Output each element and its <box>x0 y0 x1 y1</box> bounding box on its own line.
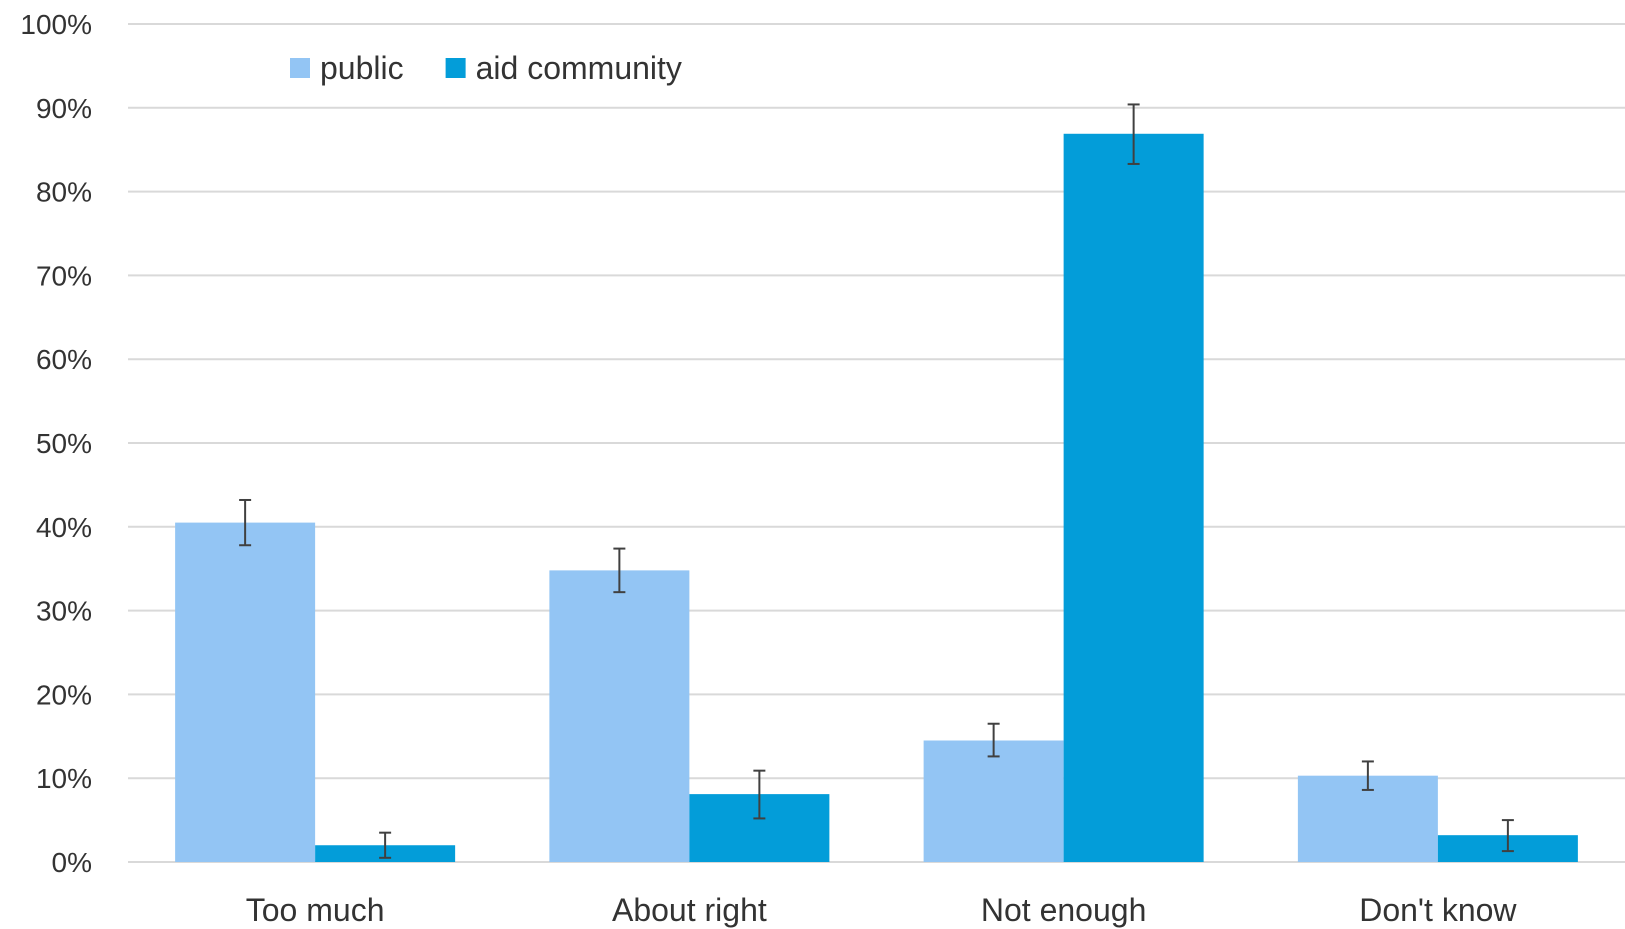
x-category-label: Don't know <box>1359 892 1517 928</box>
x-category-label: Too much <box>246 892 385 928</box>
legend-swatch <box>290 58 310 78</box>
y-tick-label: 100% <box>20 9 92 40</box>
bars <box>175 133 1578 862</box>
y-tick-label: 10% <box>36 763 92 794</box>
x-axis-categories: Too much About right Not enough Don't know <box>246 892 1518 928</box>
y-tick-label: 80% <box>36 177 92 208</box>
y-tick-label: 20% <box>36 679 92 710</box>
legend-label: public <box>320 50 404 86</box>
y-axis-ticks: 0% 10% 20% 30% 40% 50% 60% 70% 80% 90% 100% <box>20 9 92 878</box>
x-category-label: About right <box>612 892 767 928</box>
bar-public-2 <box>923 740 1064 862</box>
gridlines <box>128 23 1625 863</box>
bar-aid-community-2 <box>1063 133 1204 862</box>
y-tick-label: 40% <box>36 512 92 543</box>
y-tick-label: 50% <box>36 428 92 459</box>
legend: public aid community <box>290 50 682 86</box>
y-tick-label: 0% <box>52 847 92 878</box>
y-tick-label: 60% <box>36 344 92 375</box>
legend-swatch <box>445 58 466 78</box>
bar-public-1 <box>549 570 690 862</box>
legend-label: aid community <box>476 50 682 86</box>
y-tick-label: 70% <box>36 260 92 291</box>
y-tick-label: 90% <box>36 93 92 124</box>
error-bars <box>239 103 1514 859</box>
bar-public-0 <box>175 522 316 862</box>
y-tick-label: 30% <box>36 596 92 627</box>
x-category-label: Not enough <box>981 892 1146 928</box>
